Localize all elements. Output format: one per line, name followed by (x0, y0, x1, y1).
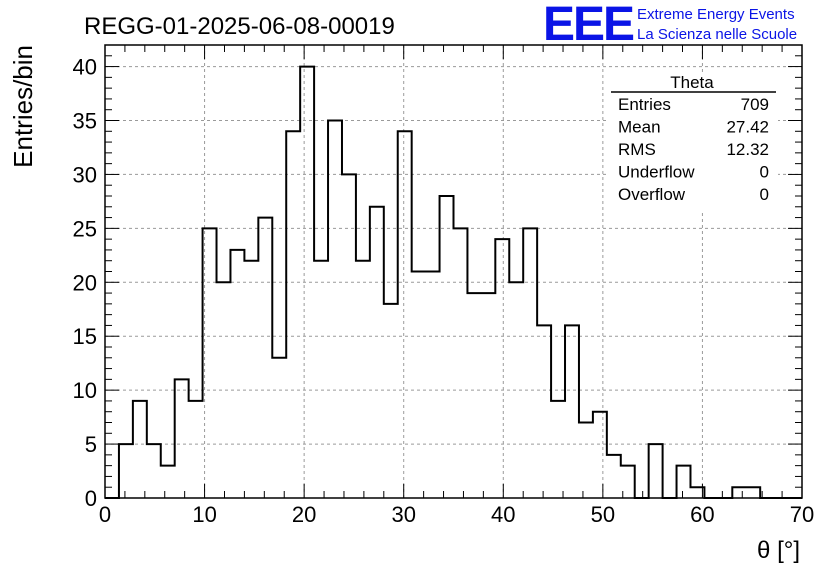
stats-row-value: 709 (741, 95, 769, 114)
stats-title: Theta (670, 73, 714, 92)
y-tick-label: 30 (73, 162, 97, 187)
y-tick-label: 25 (73, 216, 97, 241)
eee-logo-line1: Extreme Energy Events (637, 6, 795, 23)
eee-logo-mark: EEE (543, 0, 634, 51)
y-tick-label: 5 (85, 432, 97, 457)
x-tick-label: 70 (790, 502, 814, 527)
y-tick-label: 10 (73, 378, 97, 403)
x-tick-label: 20 (292, 502, 316, 527)
stats-box: Theta Entries 709 Mean 27.42 RMS 12.32 Underfl… (608, 72, 778, 212)
stats-row-value: 12.32 (726, 140, 769, 159)
x-tick-label: 50 (591, 502, 615, 527)
x-tick-label: 30 (391, 502, 415, 527)
y-tick-label: 0 (85, 486, 97, 511)
histogram-step-line (105, 65, 802, 499)
y-axis-label: Entries/bin (8, 45, 38, 168)
stats-row-label: Underflow (618, 163, 695, 182)
stats-row-value: 0 (760, 163, 769, 182)
stats-row-value: 27.42 (726, 118, 769, 137)
y-tick-label: 35 (73, 109, 97, 134)
axis-ticks (104, 44, 803, 499)
stats-rows: Entries 709 Mean 27.42 RMS 12.32 Underflow 0 Ove… (618, 95, 769, 204)
stats-row-label: RMS (618, 140, 656, 159)
y-tick-label: 20 (73, 270, 97, 295)
x-tick-label: 10 (192, 502, 216, 527)
stats-row-label: Overflow (618, 185, 686, 204)
eee-logo: EEE Extreme Energy Events La Scienza nel… (543, 0, 797, 51)
stats-row-label: Entries (618, 95, 671, 114)
y-tick-label: 40 (73, 55, 97, 80)
stats-box-bg (608, 72, 778, 212)
run-title: REGG-01-2025-06-08-00019 (84, 13, 395, 40)
x-tick-label: 60 (690, 502, 714, 527)
x-tick-label: 40 (491, 502, 515, 527)
y-tick-label: 15 (73, 324, 97, 349)
eee-logo-line2: La Scienza nelle Scuole (637, 26, 797, 43)
axis-tick-labels: 0 10 20 30 40 50 60 70 0 5 10 15 20 25 30 35 40 (73, 55, 815, 527)
x-axis-label: θ [°] (757, 537, 800, 564)
x-tick-label: 0 (99, 502, 111, 527)
stats-row-label: Mean (618, 118, 661, 137)
stats-row-value: 0 (760, 185, 769, 204)
